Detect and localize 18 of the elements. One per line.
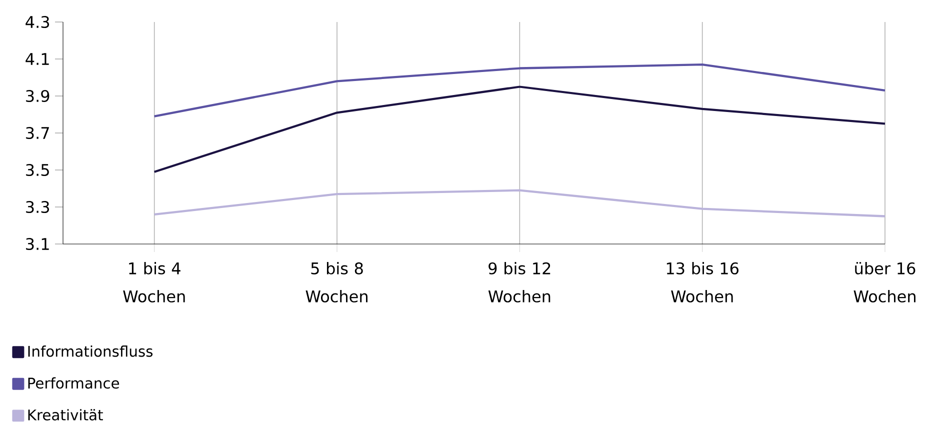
line-series [153, 86, 885, 173]
line-series [153, 63, 885, 118]
y-tick-label: 3.9 [26, 90, 50, 102]
x-tick-label: 9 bis 12 Wochen [488, 262, 550, 302]
legend-label: Informationsfluss [28, 345, 153, 357]
y-tick-label: 3.1 [26, 238, 49, 250]
y-tick-label: 4.3 [26, 16, 50, 28]
legend-label: Performance [28, 377, 120, 389]
y-tick-label: 3.3 [26, 200, 50, 214]
x-tick-label: 1 bis 4 Wochen [123, 262, 185, 302]
x-tick-label: über 16 Wochen [854, 262, 916, 302]
y-tick-label: 3.7 [26, 126, 49, 140]
y-tick-label: 3.5 [26, 164, 49, 176]
x-tick-label: 5 bis 8 Wochen [306, 262, 368, 302]
line-series [153, 189, 885, 218]
x-tick-label: 13 bis 16 Wochen [666, 262, 738, 302]
legend-label: Kreativität [28, 409, 103, 420]
y-tick-label: 4.1 [26, 53, 49, 65]
